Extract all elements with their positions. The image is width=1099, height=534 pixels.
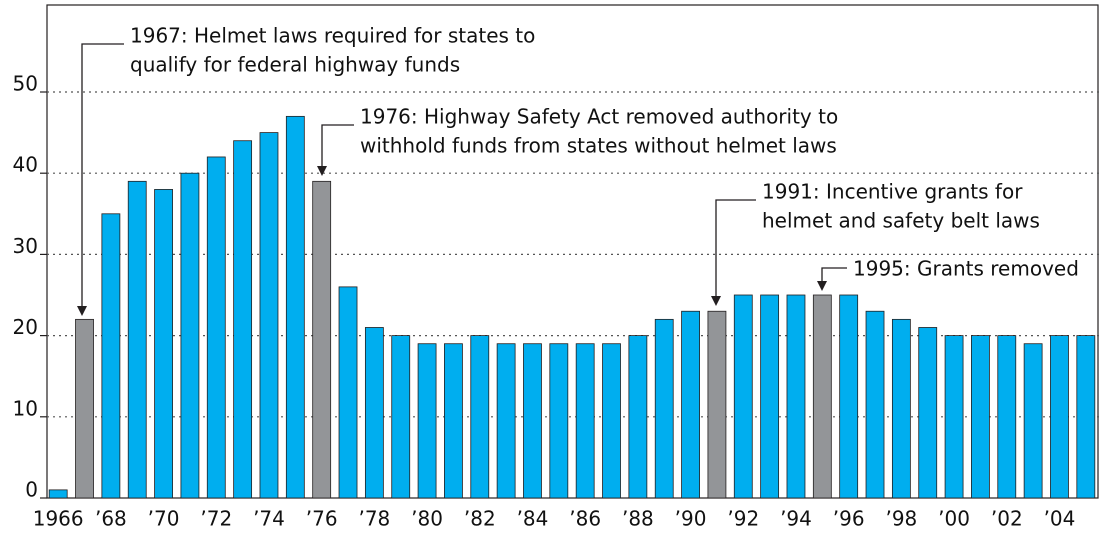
bar [233,140,253,499]
bar [1076,335,1096,499]
y-tick-label: 10 [13,396,38,420]
x-tick-label: ’68 [95,507,127,531]
annotation-text: helmet and safety belt laws [762,209,1040,233]
annotation-text: 1995: Grants removed [853,257,1079,281]
y-tick-label: 30 [13,234,38,258]
y-tick-label: 20 [13,315,38,339]
x-tick-label: ’74 [253,507,285,531]
bar [549,343,569,499]
annotation-arrow [321,124,354,168]
bar [417,343,437,499]
x-tick-label: ’88 [622,507,654,531]
bar [733,294,753,499]
x-tick-label: 1966 [33,507,84,531]
x-tick-label: ’72 [200,507,232,531]
bar [470,335,490,499]
x-tick-label: ’70 [148,507,180,531]
bar [575,343,595,499]
annotation-arrow [715,199,756,298]
bar [760,294,780,499]
bar [839,294,859,499]
bar [865,310,885,499]
bar [338,286,358,499]
x-tick-label: ’80 [411,507,443,531]
arrow-head [77,306,87,316]
x-tick-label: ’02 [991,507,1023,531]
y-tick-label: 50 [13,72,38,96]
bar [1050,335,1069,499]
x-tick-label: ’92 [727,507,759,531]
bar [971,335,990,499]
bar [180,172,200,499]
x-tick-label: ’86 [569,507,601,531]
bar [891,318,911,499]
y-tick-label: 40 [13,153,38,177]
x-tick-label: ’04 [1044,507,1076,531]
bar [444,343,463,499]
arrow-head [317,166,327,176]
bar [75,318,94,499]
bar [127,180,147,499]
bar [154,189,173,499]
annotation-text: qualify for federal highway funds [130,53,460,77]
y-tick-label: 0 [25,478,38,502]
annotation-text: 1991: Incentive grants for [762,180,1023,204]
bar [259,132,279,499]
bar [997,335,1017,499]
arrow-head [817,281,827,291]
x-tick-label: ’00 [938,507,970,531]
arrow-head [711,296,721,306]
bar [707,310,727,499]
x-tick-label: ’98 [885,507,917,531]
bar [1023,343,1043,499]
bar [523,343,542,499]
bar [364,327,384,499]
bar [285,115,305,499]
bar [602,343,621,499]
bar [628,335,648,499]
bar [206,156,226,499]
annotation-arrow [821,267,847,283]
bar [944,335,964,499]
annotation-arrow [81,43,124,308]
bar [48,489,68,499]
bar [918,327,938,499]
x-tick-label: ’78 [358,507,390,531]
bar [312,180,332,499]
x-tick-label: ’96 [833,507,865,531]
x-tick-label: ’94 [780,507,812,531]
bar [681,310,700,499]
plot-frame [46,4,1099,499]
x-tick-label: ’84 [517,507,549,531]
bar [654,318,674,499]
x-tick-label: ’82 [464,507,496,531]
x-tick-label: ’90 [675,507,707,531]
x-tick-label: ’76 [306,507,338,531]
annotation-text: withhold funds from states without helme… [360,134,837,158]
annotation-text: 1976: Highway Safety Act removed authori… [360,105,838,129]
bar [786,294,806,499]
bar [391,335,411,499]
bar [101,213,121,499]
bar [812,294,832,499]
bar [496,343,516,499]
annotation-text: 1967: Helmet laws required for states to [130,24,535,48]
